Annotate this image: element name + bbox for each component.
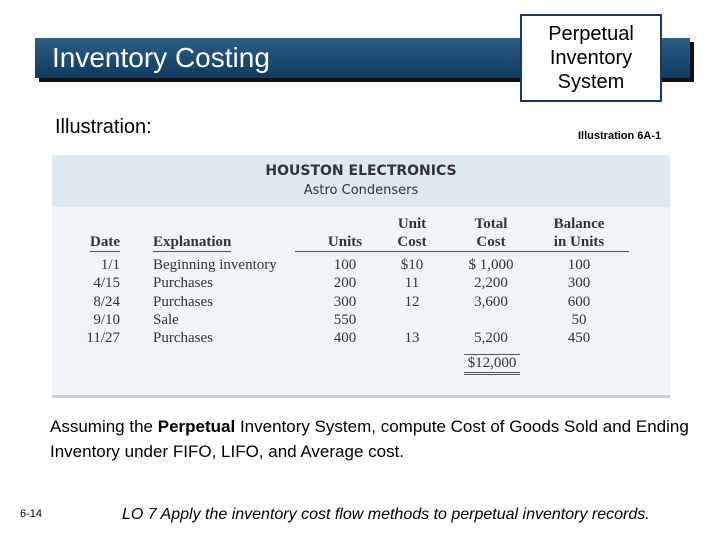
cell: Purchases <box>153 275 213 292</box>
cell: 3,600 <box>474 293 508 310</box>
page-number: 6-14 <box>20 508 43 520</box>
emphasis: Perpetual <box>157 417 236 436</box>
cell: 300 <box>567 275 591 292</box>
column-header: Explanation <box>153 234 232 252</box>
cell: Beginning inventory <box>153 257 277 273</box>
cell: 13 <box>404 330 420 347</box>
column-header: Total <box>474 216 508 232</box>
cell: 550 <box>333 311 357 328</box>
cell: 450 <box>567 330 591 347</box>
badge-line: System <box>557 71 625 93</box>
cell: 100 <box>567 257 591 273</box>
column-header: Units <box>295 234 395 252</box>
cell: 4/15 <box>93 275 120 292</box>
learning-objective: LO 7 Apply the inventory cost flow metho… <box>122 506 650 523</box>
cell: 5,200 <box>474 330 508 347</box>
cell: Sale <box>153 311 179 328</box>
slide-title: Inventory Costing <box>52 42 270 73</box>
column-header: Cost <box>441 234 541 252</box>
column-header: Balance <box>553 216 605 232</box>
cell: 100 <box>333 257 357 273</box>
cell: Purchases <box>153 330 213 347</box>
cell: 9/10 <box>93 311 120 328</box>
table-heading-band <box>52 155 670 207</box>
column-header: in Units <box>529 234 629 252</box>
column-header: Unit <box>397 216 427 232</box>
cell: 600 <box>567 293 591 310</box>
badge-line: Perpetual <box>548 23 634 45</box>
text: Inventory System, compute Cost of Goods … <box>50 417 689 461</box>
cell: 12 <box>404 293 420 310</box>
subtitle: Illustration: <box>55 116 152 138</box>
text: Assuming the <box>50 417 158 436</box>
cell: Purchases <box>153 293 213 310</box>
cell: $ 1,000 <box>468 257 514 273</box>
product: Astro Condensers <box>303 183 419 198</box>
company: HOUSTON ELECTRONICS <box>265 163 457 179</box>
cell: $10 <box>400 257 424 273</box>
cell: 200 <box>333 275 357 292</box>
cell: 8/24 <box>93 293 120 310</box>
cell: 300 <box>333 293 357 310</box>
cell: 1/1 <box>100 257 120 273</box>
cell: 11 <box>404 275 420 292</box>
illustration-ref: Illustration 6A-1 <box>578 130 662 142</box>
cell: 2,200 <box>474 275 508 292</box>
column-header: Cost <box>362 234 462 252</box>
badge: Perpetual Inventory System <box>520 14 662 102</box>
badge-line: Inventory <box>549 47 633 69</box>
cell: 11/27 <box>86 330 120 347</box>
column-header: Date <box>90 234 120 252</box>
cell: 400 <box>333 330 357 347</box>
body-text: Assuming the Perpetual Inventory System,… <box>50 414 690 464</box>
total: $12,000 <box>464 354 520 375</box>
cell: 50 <box>571 311 587 328</box>
